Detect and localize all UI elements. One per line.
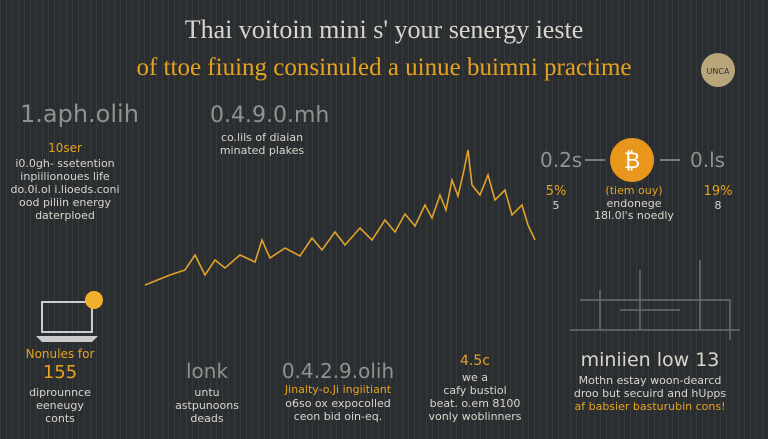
line: co.lils of diaian [221,131,303,144]
trend-line [144,149,536,286]
right-sub: 8 [715,199,722,212]
line: beat. o.em 8100 [430,397,521,410]
value: 0.4.2.9.olih [282,359,394,383]
machinery-illustration [570,260,740,340]
value: 1.aph.olih [20,100,139,128]
line: diprounnce [29,386,91,399]
bitcoin-icon [610,138,654,182]
line: inpiilionoues life [20,170,110,183]
left-sub: 5 [553,199,560,212]
line: endonege [607,197,662,210]
title: Nonules for [26,347,95,361]
value: 0.4.9.0.mh [210,103,329,128]
line: daterploed [35,209,95,222]
laptop-base [36,336,98,342]
laptop-icon [41,301,93,333]
line: vonly woblinners [428,410,521,423]
line: i0.0gh- ssetention [15,157,114,170]
sun-icon [85,291,103,309]
line: we a [462,371,488,384]
line: ceon bid oin-eq. [294,410,383,423]
bitcoin-symbol: ₿ [624,149,640,174]
highlight: (tiem ouy) [605,184,662,197]
line: cafy bustiol [443,384,506,397]
bottom-right: miniien low 13 Mothn estay woon-dearcd d… [570,260,740,413]
line: Mothn estay woon-dearcd [579,374,722,387]
value: 155 [43,362,77,383]
title: Thai voitoin mini s' your senergy ieste [185,15,583,44]
bitcoin-stat: ₿ 0.2s 0.ls 5% 5 19% 8 (tiem ouy) endone… [540,138,732,222]
title: miniien low 13 [581,349,720,371]
highlight: 10ser [48,141,82,155]
mid-stat: 0.4.9.0.mh co.lils of diaian minated pla… [210,103,329,157]
line: eeneugy [36,399,84,412]
line: do.0i.ol i.lioeds.coni [10,183,119,196]
laptop-block: Nonules for 155 diprounnce eeneugy conts [26,291,103,425]
left-pct: 5% [546,184,567,199]
line: droo but secuird and hUpps [574,387,727,400]
line: minated plakes [220,144,305,157]
value: 4.5c [460,353,490,369]
left-value: 0.2s [540,148,582,172]
value: lonk [186,359,228,383]
right-value: 0.ls [690,148,725,172]
left-stat: 1.aph.olih 10ser i0.0gh- ssetention inpi… [10,100,138,222]
highlight: af babsier basturubin cons! [574,400,725,413]
right-pct: 19% [704,184,733,199]
badge: UNCA [707,67,730,76]
line: conts [45,412,75,425]
line: ood piliin energy [19,196,111,209]
highlight: Jinalty-o.Ji ingiitiant [284,383,392,396]
line: untu [194,386,219,399]
line: 18l.0l's noedly [594,209,674,222]
line: deads [190,412,223,425]
bottom-1: lonk untu astpunoons deads [175,359,239,425]
subtitle: of ttoe fiuing consinuled a uinue buimni… [136,54,631,81]
line: o6so ox expocolled [285,397,391,410]
bottom-2: 0.4.2.9.olih Jinalty-o.Ji ingiitiant o6s… [282,359,394,423]
bottom-3: 4.5c we a cafy bustiol beat. o.em 8100 v… [428,353,521,423]
line: astpunoons [175,399,239,412]
badge-circle [701,53,735,87]
